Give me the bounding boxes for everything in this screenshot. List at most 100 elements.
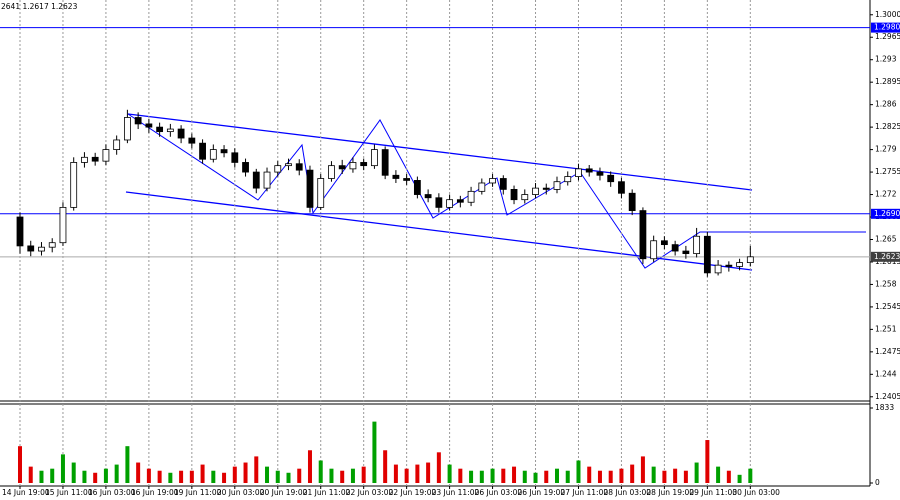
y-tick-label: 1.244 (875, 369, 897, 378)
volume-bar (286, 472, 291, 483)
candle-body (252, 171, 260, 189)
volume-bar (501, 468, 506, 483)
volume-bar (361, 466, 366, 483)
volume-bar (673, 468, 678, 483)
candle-body (456, 199, 464, 203)
volume-bar (168, 472, 173, 483)
x-tick-label: 29 Jun 11:00 (689, 488, 737, 497)
y-tick-label: 1.3000 (875, 10, 900, 19)
volume-bar (243, 462, 248, 483)
ohlc-info: 2641 1.2617 1.2623 (1, 2, 78, 11)
y-tick-label: 1.2825 (875, 122, 900, 131)
volume-bar (146, 468, 151, 483)
candle-body (242, 162, 249, 173)
volume-bar (254, 456, 259, 483)
candle-body (38, 246, 45, 252)
candle-body (156, 126, 164, 133)
level-tag (871, 22, 900, 33)
y-tick-label: 1.2965 (875, 32, 900, 41)
volume-bar (619, 468, 624, 483)
candle-body (102, 149, 110, 162)
candle-body (553, 181, 561, 190)
candle-body (209, 149, 217, 160)
x-tick-label: 15 Jun 11:00 (45, 488, 93, 497)
candle-body (489, 178, 496, 184)
volume-bar (307, 450, 312, 483)
candle-body (91, 156, 99, 162)
volume-bar (125, 446, 130, 483)
x-tick-label: 27 Jun 11:00 (560, 488, 608, 497)
volume-bar (18, 446, 22, 483)
volume-bar (275, 470, 280, 483)
volume-bar (737, 474, 742, 483)
candle-body (360, 162, 368, 167)
candle-body (274, 165, 282, 173)
volume-bar (447, 464, 452, 483)
candle-body (177, 128, 185, 139)
x-tick-label: 22 Jun 19:00 (389, 488, 437, 497)
candle-body (446, 199, 454, 208)
y-tick-label: 1.258 (875, 279, 897, 288)
y-tick-label: 1.2755 (875, 167, 900, 176)
candle-body (639, 210, 647, 260)
candle-body (607, 174, 615, 183)
level-label: 1.2690 (874, 209, 900, 218)
level-tag (871, 208, 900, 219)
candle-body (134, 117, 142, 125)
candle-body (113, 139, 121, 150)
volume-bar (82, 470, 87, 483)
candle-body (328, 165, 335, 179)
candle-body (532, 187, 539, 195)
volume-bar (544, 470, 549, 483)
volume-bar (597, 470, 602, 483)
x-tick-label: 28 Jun 19:00 (646, 488, 694, 497)
candle-body (499, 178, 507, 190)
candle-body (81, 156, 88, 163)
volume-bar (716, 466, 721, 483)
volume-bar (393, 464, 398, 483)
candle-body (381, 149, 389, 176)
zigzag (127, 113, 866, 269)
volume-bar (179, 470, 184, 483)
volume-bar (651, 466, 656, 483)
volume-bar (71, 462, 76, 483)
volume-bar (189, 470, 194, 483)
candle-body (59, 206, 67, 244)
volume-bar (522, 470, 527, 483)
candle-body (317, 178, 325, 208)
volume-bar (372, 421, 377, 483)
candle-body (263, 171, 271, 189)
volume-bar (555, 468, 559, 483)
volume-bar (640, 456, 645, 483)
candle-body (338, 165, 346, 170)
current-price-label: 1.2623 (874, 252, 900, 261)
y-tick-label: 1.2545 (875, 302, 900, 311)
candle-body (661, 240, 668, 246)
y-tick-label: 1.265 (875, 234, 897, 243)
level-label: 1.2980 (874, 23, 900, 32)
x-tick-label: 14 Jun 19:00 (2, 488, 50, 497)
candle-body (628, 192, 636, 211)
volume-bar (232, 466, 237, 483)
candle-body (703, 235, 711, 274)
x-tick-label: 16 Jun 19:00 (131, 488, 179, 497)
candle-body (596, 171, 604, 176)
volume-bar (329, 468, 334, 483)
y-tick-label: 1.293 (875, 55, 897, 64)
volume-bar (136, 462, 141, 483)
candle-body (435, 197, 443, 208)
volume-bar (350, 468, 355, 483)
volume-bar (265, 466, 270, 483)
candle-body (746, 256, 754, 264)
volume-bar (630, 464, 635, 483)
volume-bar (426, 462, 431, 483)
candle-body (650, 240, 658, 260)
candle-body (371, 149, 378, 167)
y-tick-label: 1.279 (875, 145, 897, 154)
volume-bar (93, 472, 98, 483)
volume-bar (705, 440, 710, 483)
x-tick-label: 16 Jun 03:00 (88, 488, 136, 497)
volume-bar (512, 466, 517, 483)
volume-bar (479, 470, 484, 483)
volume-bar (587, 466, 592, 483)
